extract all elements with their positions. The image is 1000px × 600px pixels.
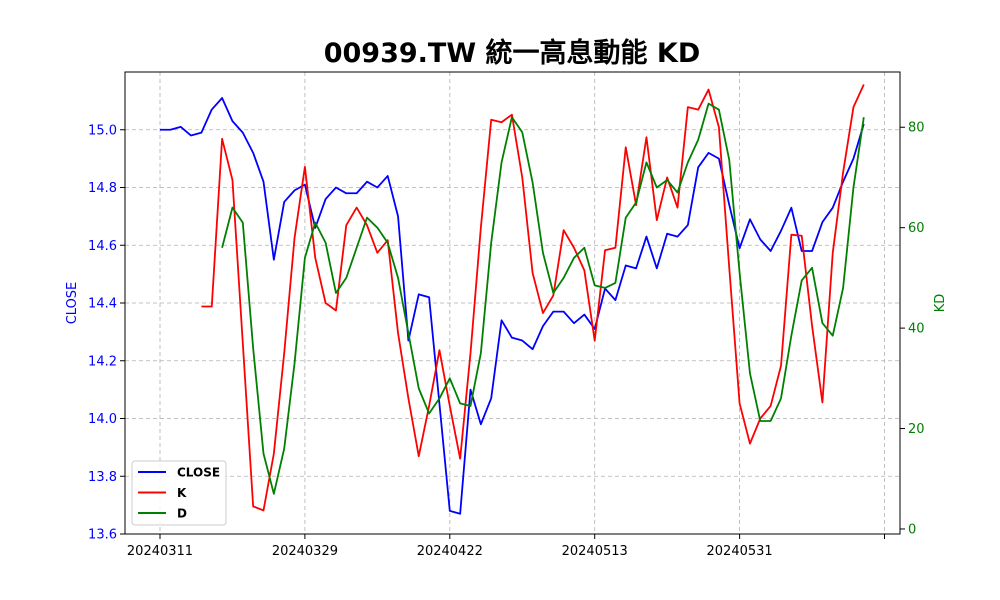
y-left-tick-label: 14.6 bbox=[88, 239, 117, 254]
y-right-tick-label: 20 bbox=[908, 422, 925, 437]
y-left-tick-label: 14.8 bbox=[88, 181, 117, 196]
x-tick-label: 20240531 bbox=[707, 544, 773, 559]
grid-lines bbox=[125, 72, 900, 535]
chart-title: 00939.TW 統一高息動能 KD bbox=[324, 37, 701, 69]
y-left-tick-label: 15.0 bbox=[88, 123, 117, 138]
legend-label-k: K bbox=[177, 486, 187, 500]
y-right-tick-label: 60 bbox=[908, 221, 925, 236]
x-tick-label: 20240513 bbox=[562, 544, 628, 559]
legend-label-close: CLOSE bbox=[177, 466, 220, 480]
series-lines bbox=[160, 84, 865, 515]
y-left-tick-label: 14.4 bbox=[88, 297, 117, 312]
legend-box bbox=[131, 460, 227, 526]
y-left-tick-label: 14.2 bbox=[88, 354, 117, 369]
axes: 20240311 20240329 20240422 20240513 20240531… bbox=[88, 121, 925, 559]
y-left-tick-label: 13.6 bbox=[88, 528, 117, 543]
y-right-tick-label: 80 bbox=[908, 121, 925, 136]
x-tick-label: 20240311 bbox=[127, 544, 193, 559]
x-tick-label: 20240422 bbox=[417, 544, 483, 559]
y-left-tick-label: 14.0 bbox=[88, 412, 117, 427]
y-axis-right-label: KD bbox=[933, 294, 948, 313]
y-right-tick-label: 0 bbox=[908, 522, 916, 537]
series-line-k bbox=[201, 84, 865, 512]
legend: CLOSE KD bbox=[131, 460, 227, 526]
y-axis-left-label: CLOSE bbox=[65, 282, 80, 325]
series-line-close bbox=[160, 97, 865, 515]
y-right-tick-label: 40 bbox=[908, 322, 925, 337]
y-left-tick-label: 13.8 bbox=[88, 470, 117, 485]
x-tick-label: 20240329 bbox=[272, 544, 338, 559]
legend-label-d: D bbox=[177, 507, 187, 521]
series-line-d bbox=[221, 102, 865, 495]
